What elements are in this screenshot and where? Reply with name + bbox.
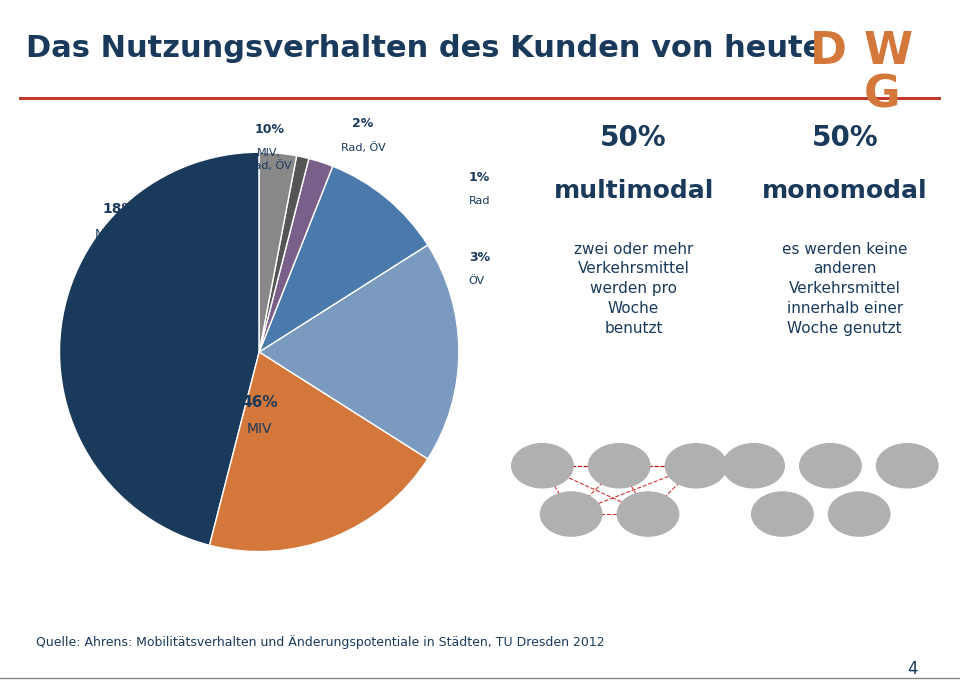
Text: 10%: 10% bbox=[254, 124, 284, 136]
Text: es werden keine
anderen
Verkehrsmittel
innerhalb einer
Woche genutzt: es werden keine anderen Verkehrsmittel i… bbox=[782, 241, 907, 336]
Text: 2%: 2% bbox=[352, 117, 373, 130]
Text: zwei oder mehr
Verkehrsmittel
werden pro
Woche
benutzt: zwei oder mehr Verkehrsmittel werden pro… bbox=[574, 241, 693, 336]
Text: 46%: 46% bbox=[241, 395, 277, 410]
Text: MIV, Rad: MIV, Rad bbox=[102, 342, 157, 355]
Wedge shape bbox=[259, 245, 459, 459]
Text: ÖV: ÖV bbox=[468, 276, 485, 286]
Wedge shape bbox=[259, 152, 297, 352]
Text: Quelle: Ahrens: Mobilitätsverhalten und Änderungspotentiale in Städten, TU Dresd: Quelle: Ahrens: Mobilitätsverhalten und … bbox=[36, 635, 605, 649]
Wedge shape bbox=[60, 152, 259, 545]
Text: monomodal: monomodal bbox=[762, 179, 927, 204]
Text: MIV: MIV bbox=[247, 422, 272, 436]
Text: D: D bbox=[810, 30, 848, 73]
Text: Das Nutzungsverhalten des Kunden von heute: Das Nutzungsverhalten des Kunden von heu… bbox=[26, 34, 824, 63]
Text: multimodal: multimodal bbox=[553, 179, 714, 204]
Text: W: W bbox=[864, 30, 913, 73]
Wedge shape bbox=[259, 166, 428, 352]
Text: 50%: 50% bbox=[600, 124, 667, 152]
Text: Rad: Rad bbox=[468, 196, 491, 206]
Text: G: G bbox=[864, 74, 900, 117]
Wedge shape bbox=[209, 352, 428, 551]
Wedge shape bbox=[259, 156, 309, 352]
Text: 1%: 1% bbox=[468, 171, 491, 184]
Wedge shape bbox=[259, 159, 333, 352]
Text: 4: 4 bbox=[907, 660, 917, 678]
Text: MIV, ÖV: MIV, ÖV bbox=[95, 228, 144, 241]
Text: MIV,
Rad, ÖV: MIV, Rad, ÖV bbox=[247, 148, 292, 171]
Text: 3%: 3% bbox=[468, 251, 490, 264]
Text: 18%: 18% bbox=[103, 202, 136, 216]
Text: 50%: 50% bbox=[811, 124, 878, 152]
Text: Rad, ÖV: Rad, ÖV bbox=[341, 142, 385, 153]
Text: 20%: 20% bbox=[112, 316, 146, 330]
